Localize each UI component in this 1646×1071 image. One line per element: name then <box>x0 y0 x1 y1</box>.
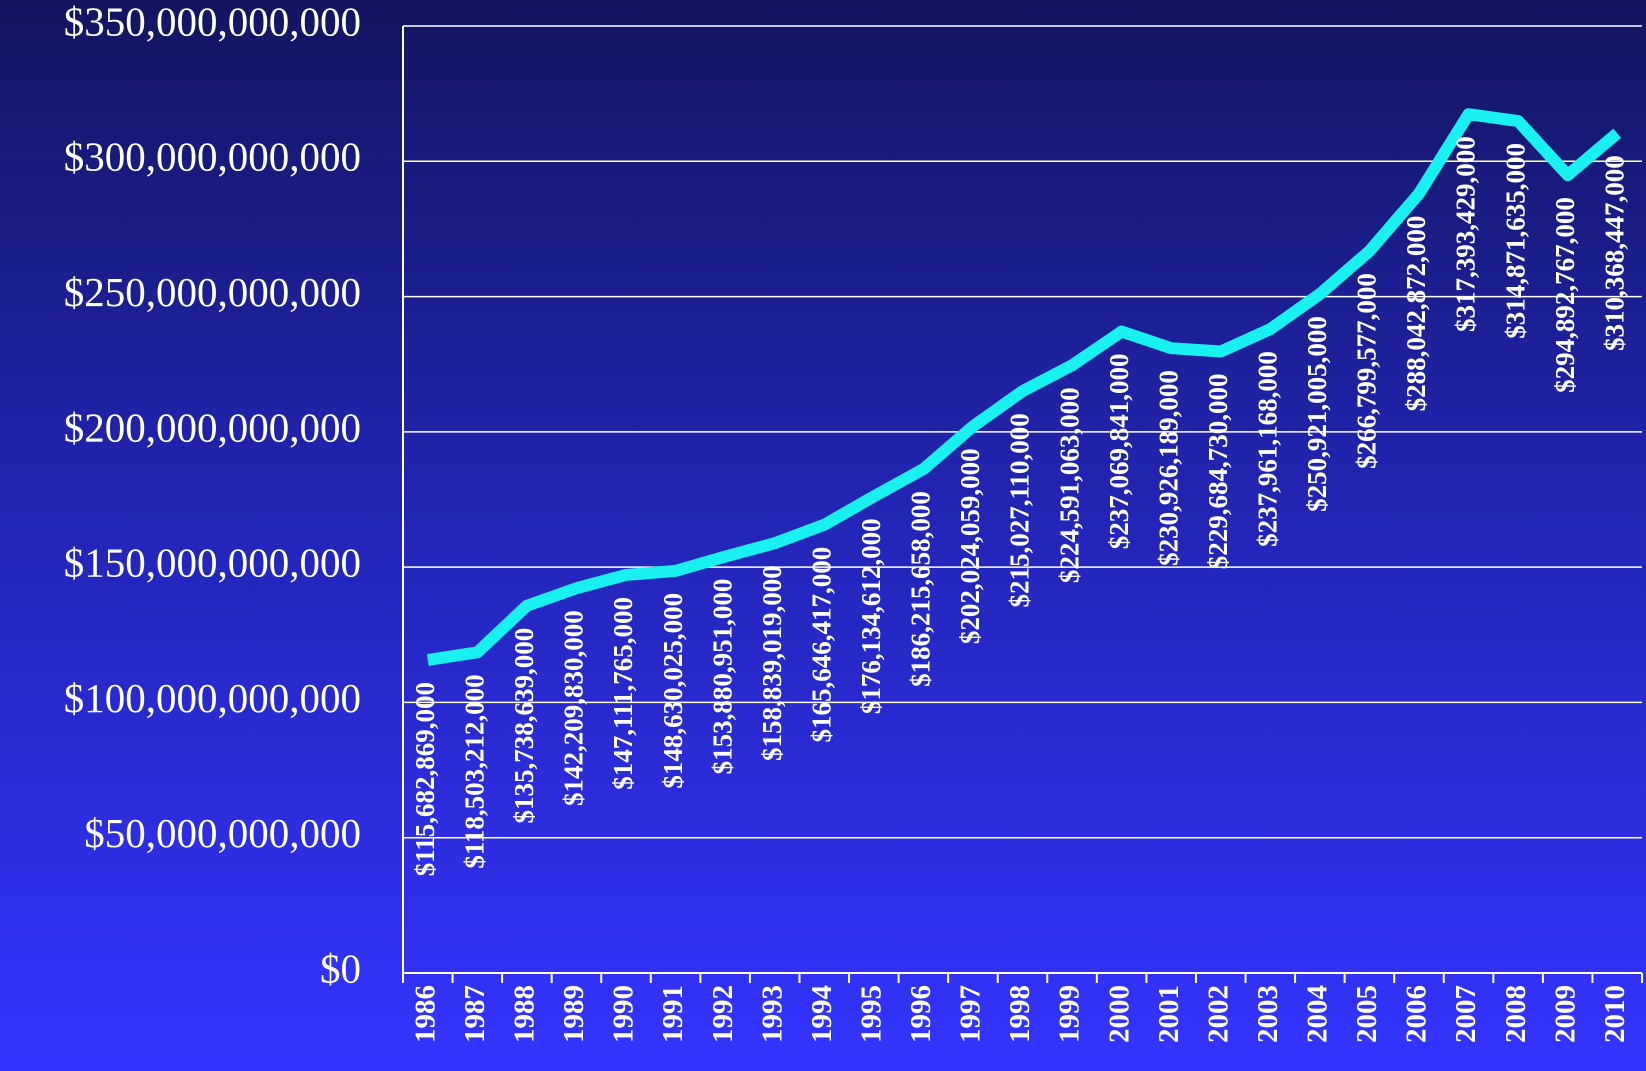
line <box>426 108 1622 666</box>
y-tick-label: $150,000,000,000 <box>64 540 361 586</box>
data-label: $294,892,767,000 <box>1550 197 1580 393</box>
x-tick-label: 2006 <box>1401 985 1433 1043</box>
data-label: $310,368,447,000 <box>1599 155 1629 351</box>
y-tick-label: $300,000,000,000 <box>64 134 361 180</box>
data-label: $158,839,019,000 <box>757 565 787 761</box>
x-tick-label: 1995 <box>855 985 887 1043</box>
data-label: $237,069,841,000 <box>1104 354 1134 550</box>
x-tick-label: 2004 <box>1302 985 1334 1043</box>
x-tick-label: 2010 <box>1599 985 1631 1043</box>
x-tick-label: 1993 <box>756 985 788 1043</box>
x-tick-label: 1992 <box>707 985 739 1043</box>
data-label: $237,961,168,000 <box>1253 351 1283 547</box>
x-tick-label: 1989 <box>558 985 590 1043</box>
x-tick-label: 1994 <box>806 985 838 1043</box>
x-tick-label: 2003 <box>1252 985 1284 1043</box>
x-tick-label: 1986 <box>409 985 441 1043</box>
x-tick-label: 1991 <box>657 985 689 1043</box>
data-label: $147,111,765,000 <box>608 597 638 790</box>
x-tick-label: 1998 <box>1004 985 1036 1043</box>
x-tick-label: 2008 <box>1500 985 1532 1043</box>
x-tick-label: 1999 <box>1054 985 1086 1043</box>
x-tick-label: 1990 <box>608 985 640 1043</box>
data-label: $317,393,429,000 <box>1451 136 1481 332</box>
data-label: $153,880,951,000 <box>707 579 737 775</box>
x-tick-label: 1997 <box>955 985 987 1043</box>
y-tick-label: $350,000,000,000 <box>64 0 361 44</box>
y-tick-label: $50,000,000,000 <box>84 810 361 856</box>
y-tick-label: $250,000,000,000 <box>64 269 361 315</box>
y-tick-label: $200,000,000,000 <box>64 404 361 450</box>
data-label: $165,646,417,000 <box>806 547 836 743</box>
data-label: $230,926,189,000 <box>1153 370 1183 566</box>
data-label: $118,503,212,000 <box>460 674 490 868</box>
x-tick-label: 1988 <box>509 985 541 1043</box>
x-tick-label: 2007 <box>1450 985 1482 1043</box>
data-label: $148,630,025,000 <box>658 593 688 789</box>
x-tick-label: 2005 <box>1351 985 1383 1043</box>
data-label: $142,209,830,000 <box>559 610 589 806</box>
data-label: $115,682,869,000 <box>410 682 440 876</box>
data-label: $266,799,577,000 <box>1352 273 1382 469</box>
x-tick-label: 2002 <box>1202 985 1234 1043</box>
x-tick-label: 2000 <box>1103 985 1135 1043</box>
y-tick-label: $100,000,000,000 <box>64 675 361 721</box>
data-label: $314,871,635,000 <box>1500 143 1530 339</box>
x-tick-label: 2009 <box>1549 985 1581 1043</box>
data-label: $176,134,612,000 <box>856 518 886 714</box>
data-label: $202,024,059,000 <box>955 448 985 644</box>
data-label: $135,738,639,000 <box>509 628 539 824</box>
x-tick-label: 1987 <box>459 985 491 1043</box>
data-label: $224,591,063,000 <box>1054 387 1084 583</box>
data-label: $250,921,005,000 <box>1302 316 1332 512</box>
data-label: $288,042,872,000 <box>1401 216 1431 412</box>
data-label: $229,684,730,000 <box>1203 374 1233 570</box>
x-tick-label: 2001 <box>1153 985 1185 1043</box>
data-label: $186,215,658,000 <box>906 491 936 687</box>
y-tick-label: $0 <box>320 945 361 991</box>
x-tick-label: 1996 <box>905 985 937 1043</box>
data-label: $215,027,110,000 <box>1005 413 1035 607</box>
